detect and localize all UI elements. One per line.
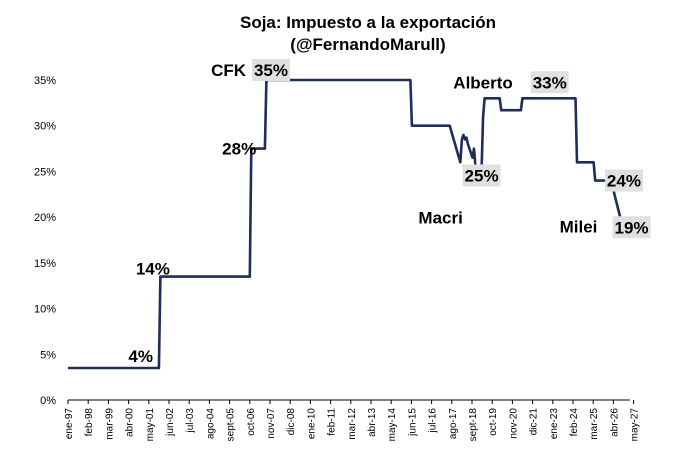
x-tick-label: oct-19 [488, 408, 499, 436]
y-tick-label: 35% [34, 75, 56, 87]
x-tick-label: may-01 [145, 408, 156, 442]
series-line [68, 78, 624, 370]
x-tick-label: ago-04 [205, 408, 216, 440]
x-tick-label: jul-16 [428, 408, 439, 434]
annotation-milei: Milei [560, 217, 598, 236]
x-axis: ene-97 feb-98 mar-99 abr-00 may-01 jun-02 jul-… [64, 399, 641, 442]
x-tick-label: jun-02 [165, 408, 176, 437]
x-tick-label: dic-21 [529, 408, 540, 436]
x-tick-label: dic-08 [286, 408, 297, 436]
y-tick-label: 0% [40, 395, 56, 407]
x-tick-label: mar-99 [104, 408, 115, 440]
annotation-text: 25% [465, 167, 499, 186]
annotation-text: 19% [614, 218, 648, 237]
annotation-box [251, 59, 290, 81]
chart-subtitle: (@FernandoMarull) [290, 35, 445, 54]
y-tick-label: 25% [34, 166, 56, 178]
x-tick-label: feb-98 [84, 408, 95, 437]
x-tick-label: abr-00 [125, 408, 136, 437]
x-tick-label: abr-26 [609, 408, 620, 437]
annotation-text: 24% [607, 172, 641, 191]
y-tick-label: 5% [40, 349, 56, 361]
y-tick-label: 15% [34, 258, 56, 270]
annotation-text: Alberto [453, 73, 513, 92]
x-tick-label: feb-24 [569, 408, 580, 437]
y-tick-label: 10% [34, 304, 56, 316]
x-tick-label: feb-11 [327, 408, 338, 436]
y-tick-label: 30% [34, 121, 56, 133]
chart-title: Soja: Impuesto a la exportación [240, 13, 496, 32]
x-tick-label: sept-05 [226, 408, 237, 442]
annotation-4-pct: 4% [128, 347, 153, 366]
annotation-cfk: CFK [211, 61, 247, 80]
annotation-33-pct: 33% [530, 71, 569, 94]
x-tick-label: may-27 [630, 408, 641, 442]
y-tick-label: 20% [34, 212, 56, 224]
x-tick-label: abr-13 [367, 408, 378, 437]
plot-area [68, 78, 624, 370]
annotation-text: 28% [222, 140, 256, 159]
annotation-box [530, 71, 569, 94]
x-tick-label: mar-25 [589, 408, 600, 440]
x-tick-label: may-14 [387, 408, 398, 442]
x-tick-label: ene-23 [549, 408, 560, 440]
annotation-25-pct: 25% [462, 164, 501, 187]
annotation-box [462, 164, 501, 187]
annotation-14-pct: 14% [136, 260, 170, 279]
annotation-box [604, 169, 643, 192]
annotation-24-pct: 24% [604, 169, 643, 192]
annotation-text: Milei [560, 217, 598, 236]
annotations: 4% 14% 28% CFK 35% 25% Macri Alberto 33% 24% Milei… [128, 59, 651, 366]
y-axis-ticks: 0% 5% 10% 15% 20% 25% 30% 35% [34, 75, 56, 407]
annotation-text: 14% [136, 260, 170, 279]
annotation-text: 33% [533, 73, 567, 92]
x-tick-label: ene-97 [64, 408, 75, 440]
x-tick-label: ago-17 [448, 408, 459, 440]
x-tick-label: oct-06 [246, 408, 257, 436]
annotation-35-pct: 35% [251, 59, 290, 81]
annotation-19-pct: 19% [612, 216, 651, 239]
annotation-28-pct: 28% [222, 140, 256, 159]
annotation-box [612, 216, 651, 239]
x-tick-label: jul-03 [185, 408, 196, 434]
annotation-text: Macri [418, 208, 462, 227]
x-tick-label: ene-10 [306, 408, 317, 440]
x-tick-label: mar-12 [347, 408, 358, 440]
x-tick-label: jun-15 [407, 408, 418, 437]
x-tick-label: sept-18 [468, 408, 479, 442]
annotation-alberto: Alberto [453, 73, 513, 92]
annotation-text: 35% [254, 61, 288, 80]
x-tick-label: nov-20 [508, 408, 519, 439]
annotation-text: CFK [211, 61, 247, 80]
annotation-text: 4% [128, 347, 153, 366]
x-tick-label: nov-07 [266, 408, 277, 439]
annotation-macri: Macri [418, 208, 462, 227]
